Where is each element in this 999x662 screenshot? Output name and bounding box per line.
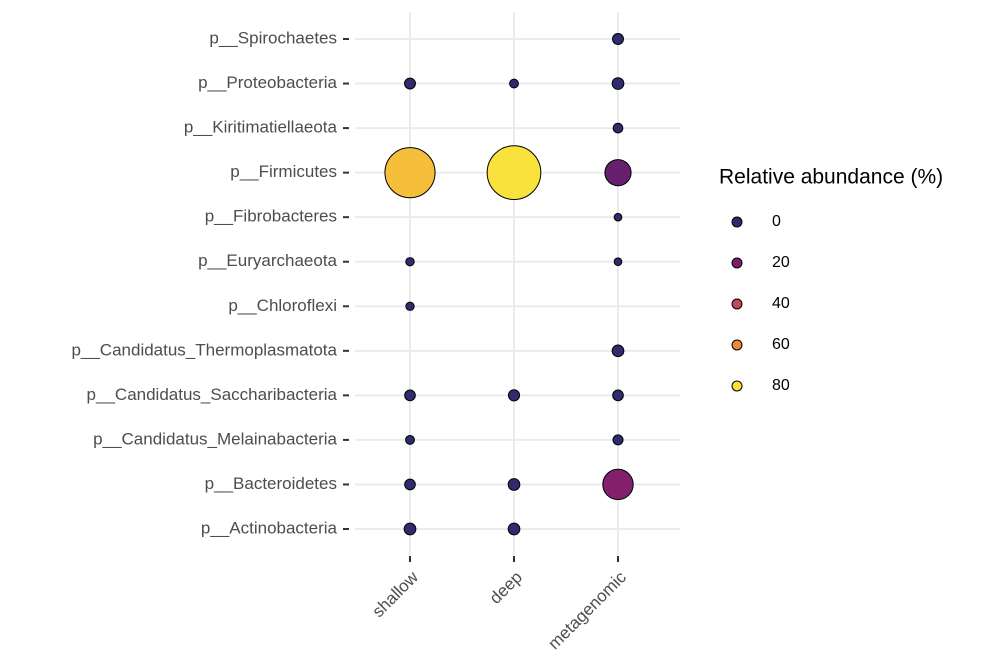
legend-key	[731, 339, 743, 351]
bubble	[612, 389, 624, 402]
bubble	[613, 212, 623, 222]
y-tick-label: p__Fibrobacteres	[205, 207, 337, 226]
y-tick-label: p__Chloroflexi	[228, 296, 337, 315]
y-tick-label: p__Kiritimatiellaeota	[184, 118, 338, 137]
legend-title: Relative abundance (%)	[719, 166, 943, 189]
legend-label: 40	[772, 295, 790, 312]
legend-key	[731, 380, 743, 392]
x-tick-label: shallow	[368, 567, 422, 621]
bubble	[602, 468, 634, 501]
x-tick-label: metagenomic	[544, 567, 630, 653]
bubble	[405, 434, 415, 445]
bubble	[611, 344, 625, 358]
bubble	[612, 434, 624, 446]
y-tick-label: p__Candidatus_Melainabacteria	[93, 429, 337, 448]
y-tick-label: p__Candidatus_Saccharibacteria	[87, 385, 338, 404]
y-tick-label: p__Bacteroidetes	[205, 474, 337, 493]
y-tick-label: p__Proteobacteria	[198, 73, 337, 92]
legend-key	[731, 216, 743, 228]
y-tick-label: p__Euryarchaeota	[198, 251, 337, 270]
bubble	[405, 301, 415, 311]
bubble	[507, 389, 521, 402]
legend-label: 20	[772, 254, 790, 271]
bubble	[486, 145, 542, 200]
bubble	[507, 522, 521, 536]
y-tick-label: p__Firmicutes	[230, 162, 337, 181]
bubble	[404, 478, 416, 491]
bubble	[613, 257, 623, 267]
bubble	[404, 77, 416, 90]
legend-key	[731, 257, 743, 269]
bubble	[384, 147, 436, 199]
legend-label: 0	[772, 213, 781, 230]
bubble	[405, 257, 415, 267]
legend-key	[731, 298, 743, 310]
bubble	[507, 478, 521, 491]
y-tick-label: p__Spirochaetes	[209, 28, 337, 47]
bubble	[509, 78, 519, 89]
bubble	[611, 77, 625, 90]
bubble	[403, 522, 417, 536]
bubble	[612, 122, 624, 134]
legend-label: 80	[772, 377, 790, 394]
bubble	[612, 33, 624, 45]
bubble	[604, 159, 632, 187]
bubble	[404, 389, 416, 402]
y-tick-label: p__Candidatus_Thermoplasmatota	[71, 340, 337, 359]
x-tick-label: deep	[486, 568, 526, 608]
legend-label: 60	[772, 336, 790, 353]
y-tick-label: p__Actinobacteria	[201, 518, 338, 537]
